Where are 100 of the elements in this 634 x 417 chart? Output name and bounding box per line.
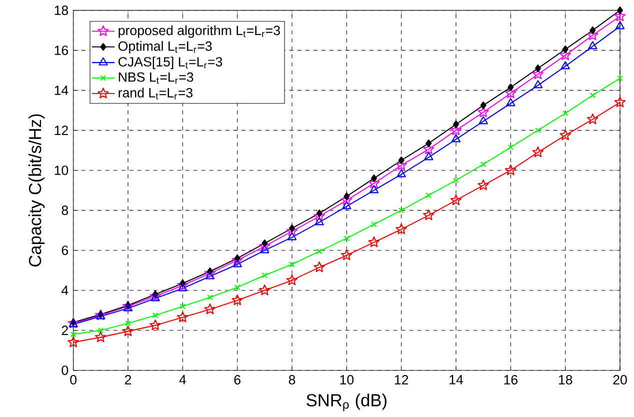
point [505, 164, 516, 176]
point [177, 311, 188, 322]
point [562, 45, 568, 54]
point [316, 209, 322, 218]
point [344, 192, 350, 200]
point [450, 194, 462, 206]
point [288, 224, 296, 232]
point [287, 232, 297, 240]
x-tick-label: 20 [613, 375, 627, 384]
point [588, 41, 598, 50]
point [125, 320, 131, 326]
legend-label: proposed algorithm L$_{t}$=L$_{r}$=3 [118, 25, 280, 38]
point [478, 179, 489, 190]
point [289, 261, 295, 268]
point [205, 271, 215, 280]
point [423, 209, 434, 220]
point [562, 110, 568, 116]
point [590, 92, 596, 98]
y-tick-label: 8 [62, 206, 68, 216]
point [617, 75, 623, 82]
y-tick-label: 2 [62, 326, 68, 335]
x-tick-label: 16 [504, 375, 518, 384]
point [95, 331, 106, 342]
point [178, 283, 188, 292]
legend-label: Optimal L$_{t}$=L$_{r}$=3 [118, 41, 212, 54]
point [371, 221, 377, 228]
point [342, 201, 352, 210]
point [316, 248, 322, 254]
x-axis-title: SNR$_{ρ}$ (dB) [306, 394, 386, 412]
x-tick-label: 12 [394, 375, 408, 384]
y-tick-label: 0 [62, 366, 68, 376]
y-axis-title: Capacity C(bit/s/Hz) [28, 114, 45, 267]
point [369, 185, 379, 194]
legend-label: rand L$_{t}$=L$_{r}$=3 [118, 88, 192, 100]
point [232, 259, 242, 268]
point [314, 217, 324, 226]
point [344, 235, 350, 242]
point [508, 83, 514, 92]
point [234, 284, 240, 290]
point [453, 177, 459, 184]
x-tick-label: 2 [124, 375, 132, 384]
point [506, 98, 516, 106]
point [480, 161, 486, 168]
point [426, 192, 432, 198]
point [616, 6, 624, 14]
point [122, 325, 134, 336]
point [98, 327, 104, 334]
point [70, 331, 76, 338]
x-tick-label: 18 [558, 375, 572, 384]
x-tick-label: 14 [450, 375, 464, 384]
x-tick-label: 10 [340, 375, 354, 384]
point [152, 312, 158, 318]
point [204, 303, 216, 314]
point [398, 156, 404, 164]
point [533, 80, 543, 88]
y-tick-label: 10 [54, 166, 68, 176]
point [532, 146, 544, 158]
point [398, 207, 404, 214]
x-tick-label: 6 [234, 375, 240, 384]
point [150, 319, 161, 330]
point [207, 294, 213, 300]
point [368, 236, 380, 248]
point [122, 300, 134, 312]
point [535, 127, 541, 134]
y-tick-label: 12 [54, 126, 68, 135]
point [262, 272, 268, 278]
y-tick-label: 16 [54, 46, 68, 56]
point [560, 61, 570, 70]
point [452, 120, 460, 128]
point [424, 152, 434, 160]
point [451, 134, 461, 142]
point [614, 96, 626, 108]
x-tick-label: 8 [288, 375, 296, 384]
point [259, 284, 270, 296]
point [180, 303, 186, 310]
x-tick-label: 0 [70, 375, 77, 384]
y-tick-label: 18 [54, 6, 68, 16]
point [426, 139, 432, 148]
point [341, 249, 352, 260]
point [150, 293, 160, 302]
point [587, 113, 598, 124]
point [590, 26, 596, 34]
point [262, 239, 268, 248]
y-tick-label: 14 [54, 86, 68, 95]
point [615, 21, 625, 30]
point [286, 274, 298, 286]
point [370, 174, 378, 182]
legend-label: CJAS[15] L$_{t}$=L$_{r}$=3 [118, 56, 222, 70]
y-tick-label: 6 [62, 246, 68, 256]
point [314, 261, 325, 272]
legend-label: NBS L$_{t}$=L$_{r}$=3 [118, 72, 194, 84]
point [534, 64, 542, 72]
y-tick-label: 4 [62, 286, 68, 295]
x-tick-label: 4 [179, 375, 186, 384]
point [480, 101, 486, 110]
point [396, 169, 406, 178]
point [560, 129, 571, 140]
point [68, 336, 79, 348]
point [232, 294, 243, 306]
point [396, 223, 407, 234]
